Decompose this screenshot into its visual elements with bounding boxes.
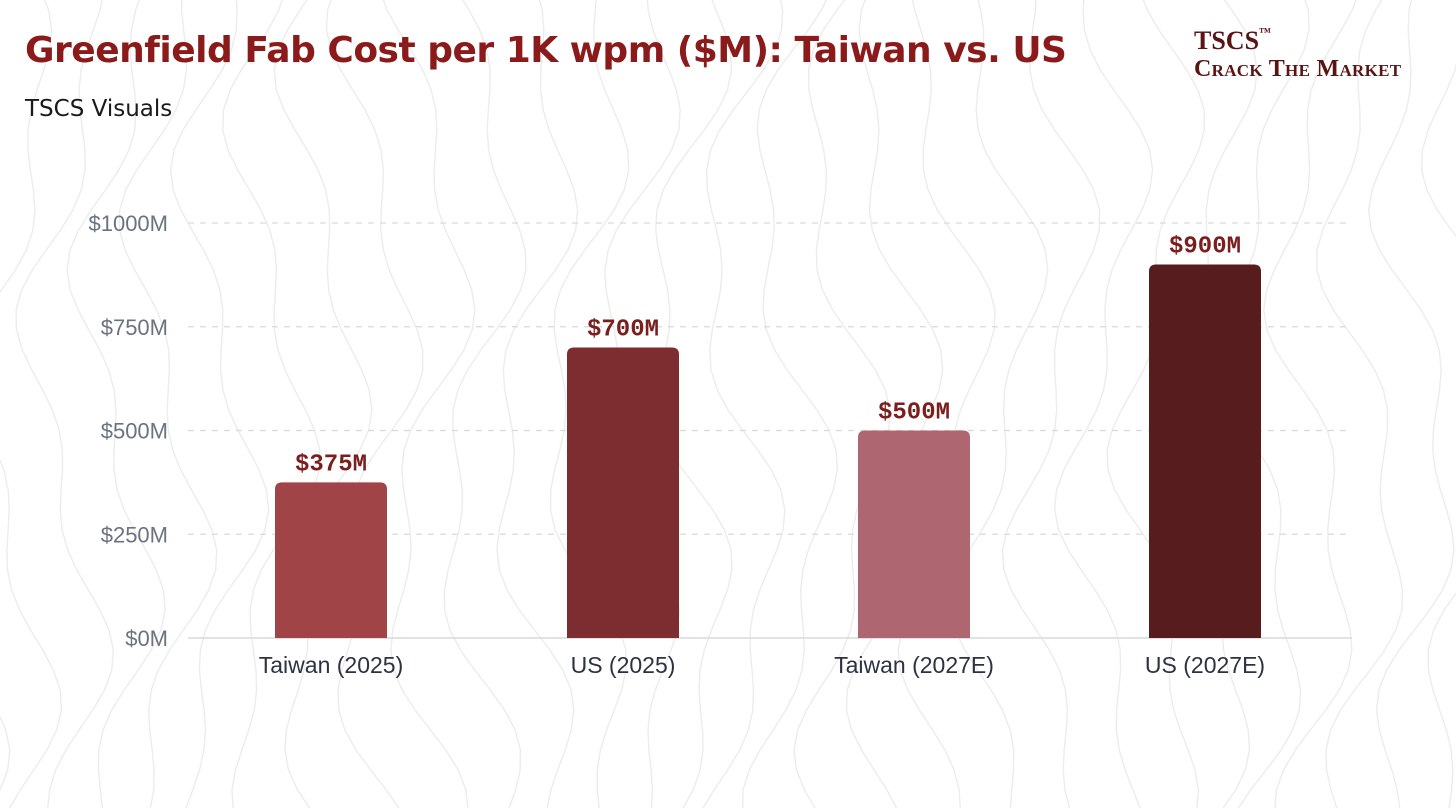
x-category-label: US (2025) bbox=[571, 652, 676, 678]
contour-line bbox=[1001, 0, 1101, 808]
brand-logo: TSCS™ Crack The Market bbox=[1194, 25, 1402, 83]
contour-line bbox=[1106, 0, 1206, 808]
brand-trademark: ™ bbox=[1259, 25, 1272, 39]
brand-name: TSCS bbox=[1194, 26, 1260, 55]
contour-line bbox=[443, 0, 527, 808]
contour-line bbox=[222, 0, 321, 808]
contour-line bbox=[325, 0, 424, 808]
bar-3 bbox=[858, 430, 970, 638]
y-tick-label: $750M bbox=[101, 315, 168, 340]
x-category-label: US (2027E) bbox=[1145, 652, 1265, 678]
x-category-label: Taiwan (2025) bbox=[259, 652, 403, 678]
contour-line bbox=[845, 0, 944, 808]
bars bbox=[275, 264, 1261, 638]
contour-line bbox=[118, 0, 218, 808]
value-label: $700M bbox=[587, 317, 659, 344]
value-label: $375M bbox=[295, 451, 367, 478]
contour-line bbox=[1367, 0, 1455, 808]
contour-line bbox=[1420, 63, 1456, 808]
contour-line bbox=[273, 0, 373, 808]
contour-line bbox=[702, 0, 786, 808]
x-axis-categories: Taiwan (2025) US (2025) Taiwan (2027E) US (… bbox=[259, 652, 1265, 678]
contour-line bbox=[382, 0, 476, 808]
contour-line bbox=[897, 0, 996, 808]
contour-line bbox=[949, 0, 1049, 808]
y-tick-label: $500M bbox=[101, 419, 168, 444]
contour-line bbox=[549, 0, 630, 808]
brand-tagline: Crack The Market bbox=[1194, 55, 1402, 82]
contour-line bbox=[66, 0, 166, 808]
contour-line bbox=[742, 0, 839, 808]
y-tick-label: $1000M bbox=[88, 211, 168, 236]
contour-line bbox=[1263, 0, 1357, 808]
contour-line bbox=[793, 0, 891, 808]
bar-1 bbox=[275, 482, 387, 638]
value-labels: $375M $700M $500M $900M bbox=[295, 234, 1241, 479]
bar-2 bbox=[567, 347, 679, 638]
contour-line bbox=[0, 715, 11, 792]
x-category-label: Taiwan (2027E) bbox=[834, 652, 994, 678]
contour-line bbox=[1053, 0, 1154, 808]
chart-subtitle: TSCS Visuals bbox=[25, 96, 173, 122]
y-tick-label: $250M bbox=[101, 522, 168, 547]
bar-4 bbox=[1149, 264, 1261, 638]
contour-line bbox=[169, 0, 270, 808]
value-label: $500M bbox=[878, 400, 950, 427]
contour-line bbox=[0, 0, 63, 808]
chart-title: Greenfield Fab Cost per 1K wpm ($M): Tai… bbox=[25, 30, 1067, 71]
y-axis-ticks: $0M $250M $500M $750M $1000M bbox=[88, 211, 168, 651]
contour-line bbox=[15, 0, 115, 808]
value-label: $900M bbox=[1169, 234, 1241, 261]
y-tick-label: $0M bbox=[125, 626, 168, 651]
contour-line bbox=[496, 0, 579, 808]
contour-line bbox=[1316, 0, 1404, 808]
